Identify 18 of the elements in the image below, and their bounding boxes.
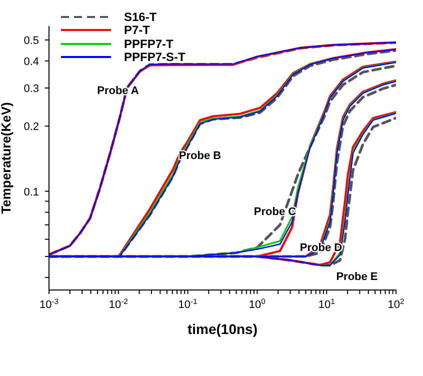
legend-label: PPFP7-T (124, 36, 174, 51)
y-axis-title: Temperature(KeV) (0, 102, 14, 214)
x-axis-title: time(10ns) (187, 321, 258, 337)
x-tick-label: 10$^{-1}$ (178, 296, 198, 311)
y-tick-label: 0.4 (24, 56, 39, 68)
x-tick-label: 10$^{-2}$ (108, 296, 128, 311)
y-tick-label: 0.3 (24, 82, 39, 95)
x-tick-label: 10$^{-3}$ (39, 296, 59, 311)
legend-label: S16-T (124, 10, 157, 24)
y-tick-label: 0.5 (24, 34, 39, 47)
x-tick-label: 10$^{1}$ (318, 296, 335, 311)
x-tick-label: 10$^{2}$ (388, 296, 404, 311)
x-tick-label: 10$^{0}$ (248, 296, 266, 311)
annotation: Probe E (336, 271, 378, 283)
legend-label: P7-T (124, 23, 150, 38)
legend-label: PPFP7-S-T (124, 50, 186, 64)
y-tick-label: 0.1 (24, 186, 39, 198)
y-tick-label: 0.2 (24, 121, 39, 134)
